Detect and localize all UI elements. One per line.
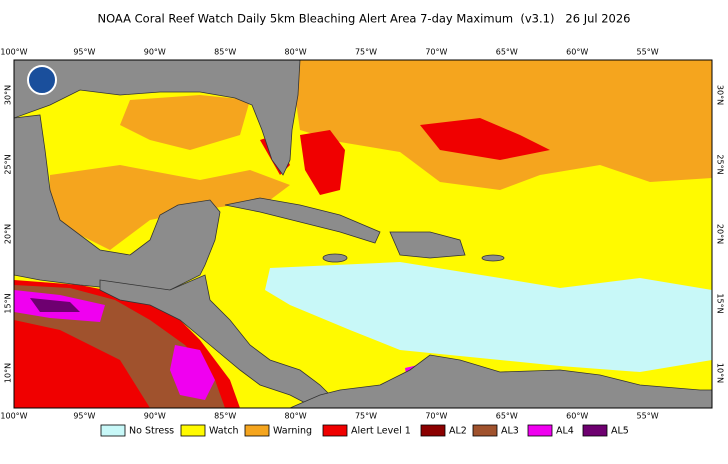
longitude-label: 70°W (425, 412, 447, 421)
longitude-label: 80°W (285, 48, 307, 57)
latitude-label: 15°N (716, 293, 725, 313)
legend-swatch (472, 424, 498, 437)
legend-label: No Stress (129, 426, 174, 437)
noaa-logo (27, 65, 57, 95)
longitude-label: 75°W (355, 412, 377, 421)
longitude-label: 90°W (144, 48, 166, 57)
legend-label: AL4 (556, 426, 574, 437)
latitude-label: 25°N (716, 154, 725, 174)
legend-label: Alert Level 1 (351, 426, 411, 437)
longitude-label: 55°W (637, 48, 659, 57)
latitude-label: 20°N (716, 224, 725, 244)
mexico (14, 114, 221, 291)
legend-swatch (582, 424, 608, 437)
legend-label: AL3 (501, 426, 519, 437)
jamaica (322, 253, 348, 263)
warning-area (120, 95, 250, 150)
legend: No Stress Watch Warning Alert Level 1 AL2 AL3… (100, 424, 629, 437)
longitude-label: 95°W (73, 412, 95, 421)
longitude-label: 100°W (0, 48, 27, 57)
longitude-label: 60°W (566, 412, 588, 421)
warning-area (290, 60, 712, 190)
latitude-label: 30°N (716, 85, 725, 105)
longitude-label: 85°W (214, 48, 236, 57)
legend-swatch (100, 424, 126, 437)
latitude-label: 25°N (4, 154, 13, 174)
map (14, 60, 712, 408)
latitude-label: 30°N (4, 85, 13, 105)
map-title: NOAA Coral Reef Watch Daily 5km Bleachin… (97, 12, 630, 26)
longitude-label: 65°W (496, 48, 518, 57)
latitude-label: 10°N (716, 363, 725, 383)
cuba (224, 197, 381, 244)
alert-area (420, 118, 550, 160)
legend-swatch (180, 424, 206, 437)
hispaniola (389, 231, 466, 259)
longitude-label: 95°W (73, 48, 95, 57)
south-america (289, 354, 712, 408)
legend-label: Warning (273, 426, 312, 437)
no-stress-area (265, 262, 712, 372)
legend-label: AL2 (449, 426, 467, 437)
longitude-label: 75°W (355, 48, 377, 57)
longitude-label: 55°W (637, 412, 659, 421)
north-america (14, 60, 301, 176)
legend-swatch (244, 424, 270, 437)
latitude-label: 10°N (4, 363, 13, 383)
longitude-label: 100°W (0, 412, 27, 421)
legend-label: Watch (209, 426, 239, 437)
longitude-label: 60°W (566, 48, 588, 57)
longitude-label: 70°W (425, 48, 447, 57)
latitude-label: 15°N (4, 293, 13, 313)
warning-area (50, 165, 290, 250)
map-frame (13, 59, 713, 409)
legend-label: AL5 (611, 426, 629, 437)
legend-swatch (322, 424, 348, 437)
puerto-rico (481, 254, 505, 262)
latitude-label: 20°N (4, 224, 13, 244)
longitude-label: 90°W (144, 412, 166, 421)
longitude-label: 80°W (285, 412, 307, 421)
legend-swatch (527, 424, 553, 437)
al4-area (170, 345, 215, 400)
alert-area (300, 130, 345, 195)
longitude-label: 85°W (214, 412, 236, 421)
longitude-label: 65°W (496, 412, 518, 421)
legend-swatch (420, 424, 446, 437)
al5-area (30, 298, 80, 312)
axis-labels: 100°W 100°W 95°W 95°W 90°W 90°W 85°W 85°W 80°W 80… (0, 48, 724, 421)
